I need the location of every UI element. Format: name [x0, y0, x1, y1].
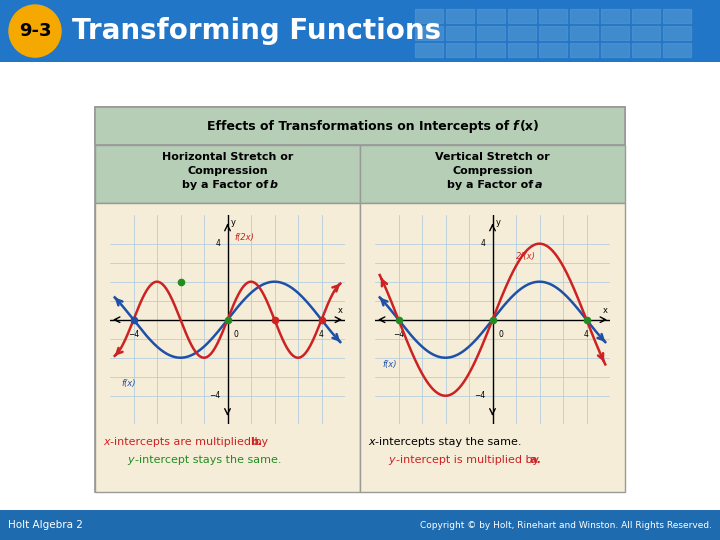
Bar [446, 43, 474, 57]
Bar [663, 9, 691, 23]
Text: x: x [338, 306, 343, 315]
Text: -intercept is multiplied by: -intercept is multiplied by [396, 455, 543, 465]
Text: b: b [269, 180, 277, 190]
Text: -intercepts stay the same.: -intercepts stay the same. [375, 437, 521, 447]
Bar [508, 43, 536, 57]
Bar [632, 26, 660, 40]
Bar [632, 43, 660, 57]
Text: y: y [231, 218, 236, 227]
Text: −4: −4 [210, 392, 220, 400]
Text: Holt Algebra 2: Holt Algebra 2 [8, 520, 83, 530]
Text: Compression: Compression [452, 166, 533, 176]
Bar [415, 9, 443, 23]
Text: −4: −4 [393, 330, 404, 339]
Bar [539, 43, 567, 57]
Bar [95, 107, 625, 145]
Bar [539, 9, 567, 23]
Bar [477, 26, 505, 40]
Text: Horizontal Stretch or: Horizontal Stretch or [162, 152, 293, 162]
Text: -intercepts are multiplied by: -intercepts are multiplied by [110, 437, 271, 447]
Text: 4: 4 [319, 330, 324, 339]
Text: a: a [534, 180, 542, 190]
Text: 2f(x): 2f(x) [516, 252, 536, 261]
Bar [415, 43, 443, 57]
Text: by a Factor of: by a Factor of [182, 180, 273, 190]
Text: f: f [512, 120, 518, 133]
Bar [601, 43, 629, 57]
Bar [477, 43, 505, 57]
Text: f(x): f(x) [382, 360, 397, 369]
Text: Effects of Transformations on Intercepts of: Effects of Transformations on Intercepts… [207, 120, 513, 133]
Circle shape [9, 5, 61, 57]
Text: f(x): f(x) [122, 379, 136, 388]
Bar [95, 145, 360, 203]
Text: a.: a. [530, 455, 541, 465]
Bar [415, 26, 443, 40]
Bar [570, 43, 598, 57]
Text: Vertical Stretch or: Vertical Stretch or [435, 152, 550, 162]
Bar [446, 9, 474, 23]
Text: 0: 0 [498, 330, 503, 339]
Text: 9-3: 9-3 [19, 22, 51, 40]
Bar [663, 43, 691, 57]
Text: Copyright © by Holt, Rinehart and Winston. All Rights Reserved.: Copyright © by Holt, Rinehart and Winsto… [420, 521, 712, 530]
Text: y: y [388, 455, 395, 465]
Bar [601, 9, 629, 23]
Text: f(2x): f(2x) [235, 233, 254, 242]
Bar [663, 26, 691, 40]
Text: x: x [603, 306, 608, 315]
Text: y: y [127, 455, 134, 465]
Bar [632, 9, 660, 23]
Bar [95, 203, 360, 492]
Bar [508, 9, 536, 23]
Text: 0: 0 [233, 330, 238, 339]
Text: −4: −4 [474, 392, 485, 400]
Bar [601, 26, 629, 40]
Text: 4: 4 [215, 239, 220, 248]
Text: Compression: Compression [187, 166, 268, 176]
Text: (x): (x) [520, 120, 540, 133]
Bar [446, 26, 474, 40]
Text: b.: b. [250, 437, 262, 447]
Text: x: x [368, 437, 374, 447]
Text: -intercept stays the same.: -intercept stays the same. [135, 455, 282, 465]
Bar [477, 9, 505, 23]
Text: x: x [103, 437, 109, 447]
Text: 4: 4 [480, 239, 485, 248]
Text: −4: −4 [128, 330, 139, 339]
Text: by a Factor of: by a Factor of [447, 180, 538, 190]
Bar [360, 145, 625, 203]
Bar [95, 107, 625, 492]
Text: Transforming Functions: Transforming Functions [72, 17, 441, 45]
Bar [570, 9, 598, 23]
Text: 4: 4 [584, 330, 589, 339]
Bar [360, 203, 625, 492]
Bar [570, 26, 598, 40]
Bar [539, 26, 567, 40]
Text: y: y [496, 218, 501, 227]
Bar [508, 26, 536, 40]
